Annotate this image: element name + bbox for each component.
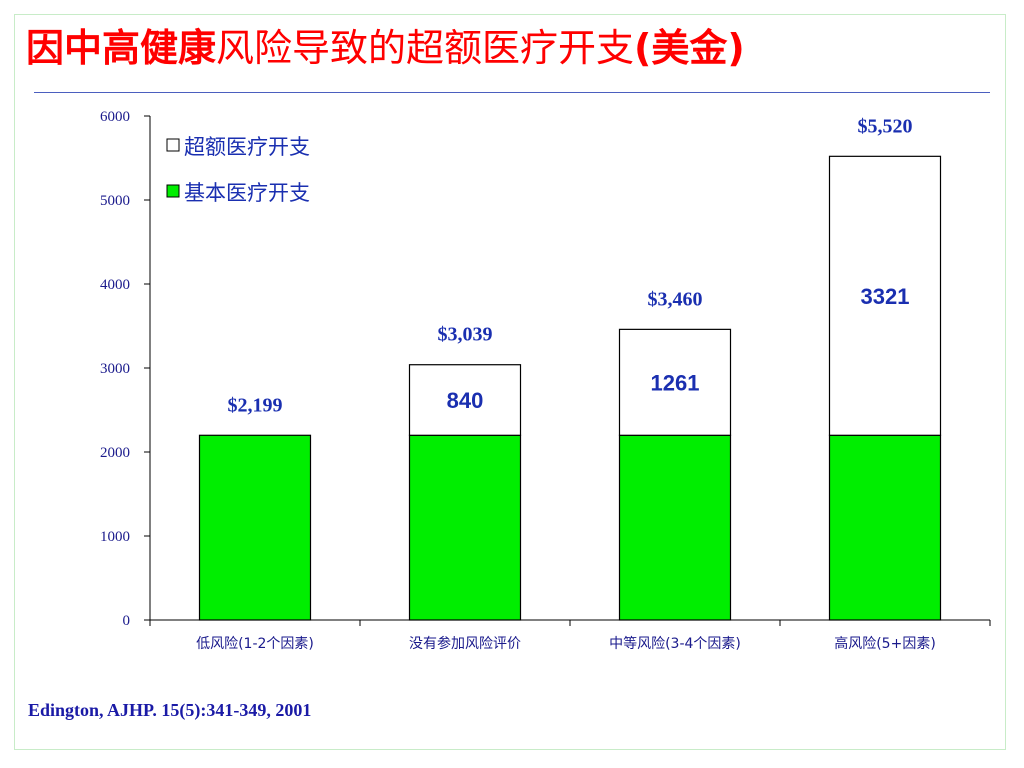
total-value-label: $3,460: [648, 288, 703, 310]
bar-basic-segment: [198, 434, 312, 621]
title-bold: 因中高健康: [26, 26, 217, 70]
slide-title: 因中高健康风险导致的超额医疗开支(美金): [26, 22, 1006, 74]
y-tick-label: 0: [123, 613, 131, 629]
x-category-label: 中等风险(3-4个因素): [609, 635, 741, 652]
title-unit: (美金): [634, 26, 745, 70]
legend-label-basic: 基本医疗开支: [184, 181, 310, 205]
bar-basic-segment: [618, 434, 732, 621]
legend-swatch-basic: [166, 184, 180, 198]
bar-excess-segment: [618, 328, 732, 436]
excess-value-label: 3321: [861, 284, 910, 309]
y-tick-label: 6000: [100, 109, 130, 125]
x-category-label: 没有参加风险评价: [409, 635, 521, 652]
y-tick-label: 4000: [100, 277, 130, 293]
y-tick-label: 2000: [100, 445, 130, 461]
slide-frame: [14, 14, 1006, 750]
title-rest: 风险导致的超额医疗开支: [216, 26, 635, 70]
excess-value-label: 1261: [651, 370, 700, 395]
x-category-label: 高风险(5+因素): [834, 635, 936, 652]
legend-label-excess: 超额医疗开支: [184, 135, 310, 159]
total-value-label: $2,199: [228, 394, 283, 416]
bar-basic-segment: [408, 434, 522, 621]
total-value-label: $5,520: [858, 115, 913, 137]
title-divider: [34, 92, 990, 93]
bar-basic-segment: [828, 434, 942, 621]
citation: Edington, AJHP. 15(5):341-349, 2001: [28, 700, 312, 720]
y-tick-label: 3000: [100, 361, 130, 377]
excess-value-label: 840: [447, 388, 484, 413]
y-tick-label: 5000: [100, 193, 130, 209]
bar-excess-segment: [828, 155, 942, 436]
y-tick-label: 1000: [100, 529, 130, 545]
legend-swatch-excess: [166, 138, 180, 152]
x-category-label: 低风险(1-2个因素): [196, 636, 314, 652]
total-value-label: $3,039: [438, 324, 493, 346]
bar-excess-segment: [408, 364, 522, 436]
